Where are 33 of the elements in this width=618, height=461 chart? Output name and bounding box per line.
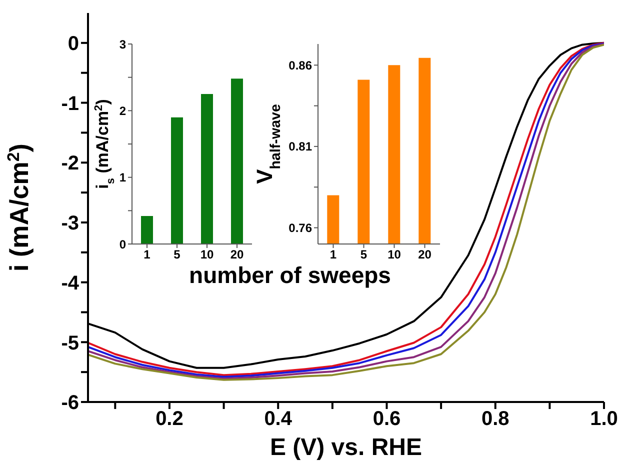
y-tick-label: 3 [119, 37, 126, 52]
y-tick-label: -5 [61, 332, 79, 354]
x-tick-label: 0.8 [481, 408, 510, 430]
x-tick-label: 0.4 [264, 408, 293, 430]
bar [201, 94, 213, 244]
y-tick-label: -4 [61, 272, 80, 294]
x-axis-title: number of sweeps [188, 262, 392, 289]
x-tick-label: 1 [330, 248, 337, 262]
x-tick-label: 0.6 [372, 408, 401, 430]
y-tick-label: 1 [119, 170, 126, 185]
y-tick-label: -3 [61, 212, 79, 235]
y-tick-label: -6 [61, 392, 79, 414]
y-tick-label: -2 [61, 152, 79, 175]
x-tick-label: 20 [418, 248, 432, 262]
x-tick-label: 5 [360, 248, 368, 262]
x-tick-label: 5 [174, 248, 181, 262]
y-tick-label: 0 [119, 237, 126, 252]
y-tick-label: 2 [119, 104, 126, 118]
x-tick-label: 1.0 [590, 408, 618, 430]
x-tick-label: 20 [230, 248, 244, 262]
x-tick-label: 0.2 [156, 408, 184, 430]
x-tick-label: 1 [144, 248, 151, 262]
y-tick-label: 0.86 [288, 58, 312, 72]
y-tick-label: 0 [68, 33, 79, 56]
y-tick-label: 0.81 [288, 140, 312, 154]
bar [141, 216, 153, 244]
y-tick-label: 0.76 [288, 221, 312, 235]
y-tick-label: -1 [61, 92, 79, 115]
x-tick-label: 10 [388, 248, 402, 262]
x-tick-label: 10 [200, 248, 214, 262]
x-axis-title: E (V) vs. RHE [270, 434, 422, 461]
bar [171, 117, 183, 244]
bar [231, 78, 243, 244]
